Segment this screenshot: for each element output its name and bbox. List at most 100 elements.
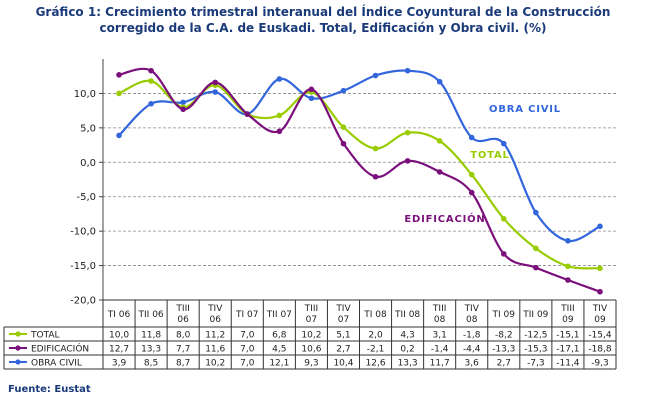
point-obra-civil-13 — [533, 209, 539, 216]
x-tick-label-13: TII 09 — [522, 310, 548, 320]
y-tick-label-6: 10,0 — [74, 89, 96, 100]
point-total-15 — [597, 265, 603, 272]
data-label-obra-civil-13: -7,3 — [527, 358, 545, 368]
point-edificacion-13 — [533, 264, 539, 271]
point-edificacion-1 — [148, 67, 154, 74]
data-label-obra-civil-1: 8,5 — [144, 358, 158, 368]
x-tick-label-3-bottom: 06 — [209, 315, 221, 325]
x-tick-label-14-bottom: 09 — [562, 315, 574, 325]
x-tick-label-4: TI 07 — [235, 310, 258, 320]
annotation-label-0: OBRA CIVIL — [489, 104, 561, 115]
chart-title-line-1: Gráfico 1: Crecimiento trimestral intera… — [35, 5, 611, 19]
x-tick-label-11-bottom: 08 — [466, 315, 478, 325]
x-tick-label-15-top: TIV — [592, 304, 608, 314]
point-edificacion-7 — [340, 140, 347, 147]
data-label-edificacion-0: 12,7 — [109, 344, 129, 354]
point-obra-civil-1 — [148, 100, 154, 107]
data-label-edificacion-9: 0,2 — [400, 344, 414, 354]
legend-label-obra-civil: OBRA CIVIL — [31, 358, 82, 368]
data-label-obra-civil-7: 10,4 — [333, 358, 353, 368]
point-obra-civil-14 — [565, 237, 571, 244]
data-label-edificacion-1: 13,3 — [141, 344, 161, 354]
data-label-total-12: -8,2 — [495, 330, 513, 340]
point-obra-civil-7 — [340, 87, 347, 94]
point-total-10 — [436, 138, 443, 144]
legend-label-total: TOTAL — [30, 330, 60, 340]
x-tick-label-0: TI 06 — [107, 310, 131, 320]
y-tick-label-3: -5,0 — [76, 192, 96, 203]
point-total-5 — [276, 112, 283, 119]
x-tick-label-3-top: TIV — [207, 304, 223, 314]
point-edificacion-0 — [116, 72, 122, 78]
point-total-1 — [148, 78, 154, 84]
y-tick-label-1: -15,0 — [70, 261, 96, 272]
series-line-obra-civil — [118, 69, 601, 243]
x-tick-label-6-top: TIII — [304, 304, 318, 314]
data-label-edificacion-10: -1,4 — [431, 344, 449, 354]
data-label-obra-civil-3: 10,2 — [205, 358, 225, 368]
data-label-edificacion-7: 2,7 — [336, 344, 350, 354]
data-label-obra-civil-10: 11,7 — [430, 358, 450, 368]
point-edificacion-14 — [565, 277, 571, 283]
data-label-total-13: -12,5 — [524, 330, 547, 340]
y-tick-label-2: -10,0 — [70, 227, 96, 238]
data-label-obra-civil-15: -9,3 — [591, 358, 609, 368]
point-obra-civil-12 — [500, 140, 507, 147]
point-edificacion-5 — [276, 128, 283, 135]
point-obra-civil-6 — [308, 95, 315, 102]
chart-title: Gráfico 1: Crecimiento trimestral intera… — [0, 4, 646, 36]
source-note: Fuente: Eustat — [8, 384, 91, 395]
y-tick-label-4: 0,0 — [80, 158, 96, 169]
point-obra-civil-0 — [116, 132, 122, 139]
data-label-obra-civil-0: 3,9 — [112, 358, 127, 368]
data-label-total-1: 11,8 — [141, 330, 161, 340]
x-tick-label-8: TI 08 — [363, 310, 387, 320]
data-label-total-11: -1,8 — [463, 330, 481, 340]
legend-marker-total — [15, 331, 21, 337]
legend-marker-edificacion — [15, 345, 21, 351]
point-obra-civil-15 — [597, 223, 603, 230]
x-tick-label-10-top: TIII — [432, 304, 446, 314]
point-total-8 — [372, 145, 379, 152]
data-label-edificacion-6: 10,6 — [301, 344, 321, 354]
annotation-label-1: TOTAL — [470, 150, 509, 161]
point-obra-civil-11 — [468, 134, 475, 141]
x-tick-label-10-bottom: 08 — [434, 315, 446, 325]
chart-title-line-2: corregido de la C.A. de Euskadi. Total, … — [99, 21, 547, 35]
data-label-total-8: 2,0 — [368, 330, 383, 340]
data-label-total-10: 3,1 — [432, 330, 446, 340]
data-label-edificacion-14: -17,1 — [556, 344, 579, 354]
point-obra-civil-2 — [180, 99, 186, 106]
y-tick-label-5: 5,0 — [80, 123, 96, 134]
point-edificacion-9 — [404, 158, 411, 164]
series-line-edificacion — [118, 67, 601, 293]
x-tick-label-1: TII 06 — [138, 310, 164, 320]
chart-area: -20,0 -15,0 -10,0 -5,0 0,0 5,0 10,0 OBRA CIVIL T… — [3, 59, 617, 370]
point-edificacion-15 — [597, 288, 603, 295]
point-obra-civil-3 — [212, 89, 219, 95]
point-obra-civil-8 — [372, 72, 379, 79]
point-total-12 — [500, 215, 507, 222]
data-label-total-7: 5,1 — [336, 330, 350, 340]
point-edificacion-6 — [308, 86, 315, 93]
data-label-edificacion-3: 11,6 — [205, 344, 225, 354]
x-tick-label-2-top: TIII — [175, 304, 189, 314]
point-edificacion-11 — [468, 189, 475, 196]
point-edificacion-3 — [212, 79, 219, 86]
data-label-edificacion-2: 7,7 — [176, 344, 190, 354]
legend-label-edificacion: EDIFICACIÓN — [31, 342, 89, 354]
point-edificacion-10 — [436, 169, 443, 175]
legend-marker-obra-civil — [15, 359, 21, 365]
data-label-edificacion-8: -2,1 — [367, 344, 385, 354]
point-edificacion-12 — [500, 251, 507, 257]
x-tick-label-11-top: TIV — [464, 304, 480, 314]
y-tick-label-0: -20,0 — [70, 296, 96, 307]
x-tick-label-5: TII 07 — [266, 310, 292, 320]
x-tick-label-7-top: TIV — [335, 304, 351, 314]
x-tick-label-2-bottom: 06 — [177, 315, 189, 325]
data-label-obra-civil-8: 12,6 — [366, 358, 386, 368]
data-label-total-15: -15,4 — [588, 330, 612, 340]
data-label-obra-civil-11: 3,6 — [465, 358, 480, 368]
x-tick-label-6-bottom: 07 — [306, 315, 317, 325]
annotation-label-2: EDIFICACIÓN — [404, 212, 485, 225]
